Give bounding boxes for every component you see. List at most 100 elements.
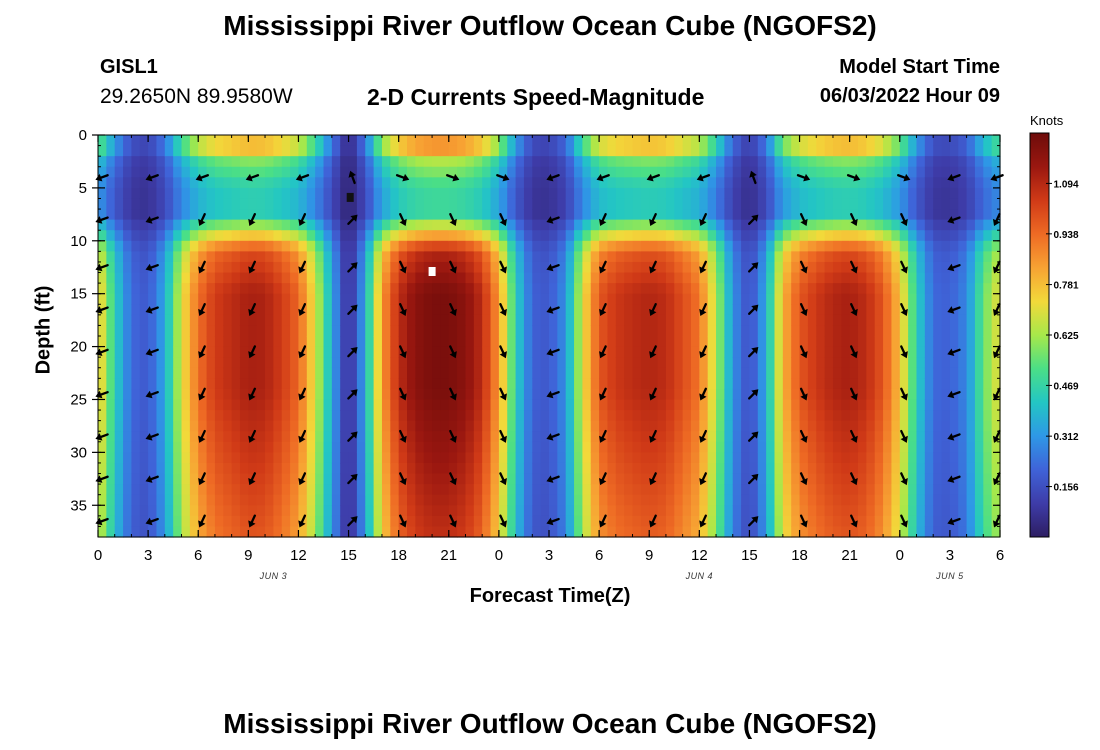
heatmap-cell xyxy=(757,410,767,422)
heatmap-cell xyxy=(148,505,158,517)
heatmap-cell xyxy=(657,399,667,411)
heatmap-cell xyxy=(490,484,500,496)
heatmap-cell xyxy=(423,251,433,263)
heatmap-cell xyxy=(916,283,926,295)
heatmap-cell xyxy=(640,399,650,411)
heatmap-cell xyxy=(707,283,717,295)
heatmap-cell xyxy=(148,378,158,390)
heatmap-cell xyxy=(164,219,174,231)
heatmap-cell xyxy=(189,325,199,337)
heatmap-cell xyxy=(306,251,316,263)
heatmap-cell xyxy=(974,410,984,422)
heatmap-cell xyxy=(565,473,575,485)
heatmap-cell xyxy=(440,441,450,453)
current-vector-arrow xyxy=(347,516,358,527)
heatmap-cell xyxy=(590,388,600,401)
current-vector-arrow xyxy=(699,387,707,401)
heatmap-cell xyxy=(281,177,291,189)
heatmap-cell xyxy=(924,505,934,517)
heatmap-cell xyxy=(724,198,734,210)
heatmap-cell xyxy=(432,431,442,443)
heatmap-cell xyxy=(565,187,575,200)
heatmap-cell xyxy=(356,441,366,453)
heatmap-cell xyxy=(198,441,208,453)
heatmap-cell xyxy=(298,462,308,475)
heatmap-cell xyxy=(657,410,667,422)
heatmap-cell xyxy=(574,515,584,528)
heatmap-cell xyxy=(173,367,183,379)
heatmap-cell xyxy=(256,145,266,157)
heatmap-cell xyxy=(465,293,475,305)
heatmap-cell xyxy=(248,462,258,475)
heatmap-cell xyxy=(674,156,684,168)
heatmap-cell xyxy=(883,452,893,464)
heatmap-cell xyxy=(465,304,475,316)
heatmap-cell xyxy=(356,452,366,464)
heatmap-cell xyxy=(315,251,325,263)
heatmap-cell xyxy=(131,526,141,538)
heatmap-cell xyxy=(532,145,542,157)
heatmap-cell xyxy=(624,230,634,242)
heatmap-cell xyxy=(340,314,350,327)
heatmap-cell xyxy=(599,441,609,453)
heatmap-cell xyxy=(966,526,976,538)
heatmap-cell xyxy=(991,135,1001,147)
heatmap-cell xyxy=(582,314,592,327)
heatmap-cell xyxy=(624,219,634,231)
heatmap-cell xyxy=(782,420,792,432)
heatmap-cell xyxy=(832,166,842,178)
heatmap-cell xyxy=(164,494,174,506)
heatmap-cell xyxy=(390,367,400,379)
heatmap-cell xyxy=(206,251,216,263)
heatmap-cell xyxy=(239,462,249,475)
heatmap-cell xyxy=(649,198,659,210)
heatmap-cell xyxy=(415,156,425,168)
heatmap-cell xyxy=(281,336,291,348)
heatmap-cell xyxy=(649,494,659,506)
heatmap-cell xyxy=(841,462,851,475)
heatmap-cell xyxy=(290,135,300,147)
heatmap-cell xyxy=(482,462,492,475)
current-vector-arrow xyxy=(900,429,908,443)
heatmap-cell xyxy=(983,378,993,390)
heatmap-cell xyxy=(106,156,116,168)
heatmap-cell xyxy=(231,367,241,379)
heatmap-cell xyxy=(983,494,993,506)
heatmap-cell xyxy=(590,187,600,200)
heatmap-cell xyxy=(373,484,383,496)
heatmap-cell xyxy=(574,293,584,305)
heatmap-cell xyxy=(381,388,391,401)
heatmap-cell xyxy=(632,494,642,506)
heatmap-cell xyxy=(941,325,951,337)
heatmap-cell xyxy=(899,166,909,178)
heatmap-cell xyxy=(390,336,400,348)
heatmap-cell xyxy=(774,261,784,274)
heatmap-cell xyxy=(557,399,567,411)
heatmap-cell xyxy=(899,293,909,305)
heatmap-cell xyxy=(223,431,233,443)
heatmap-cell xyxy=(941,431,951,443)
heatmap-cell xyxy=(164,473,174,485)
heatmap-cell xyxy=(916,346,926,358)
heatmap-cell xyxy=(874,187,884,200)
heatmap-cell xyxy=(866,452,876,464)
heatmap-cell xyxy=(782,526,792,538)
heatmap-cell xyxy=(640,187,650,200)
heatmap-cell xyxy=(958,230,968,242)
heatmap-cell xyxy=(707,209,717,221)
x-tick-label: 0 xyxy=(94,547,102,564)
heatmap-cell xyxy=(532,526,542,538)
heatmap-cell xyxy=(423,367,433,379)
heatmap-cell xyxy=(356,135,366,147)
heatmap-cell xyxy=(774,293,784,305)
heatmap-cell xyxy=(123,388,133,401)
heatmap-cell xyxy=(298,145,308,157)
heatmap-cell xyxy=(974,494,984,506)
heatmap-cell xyxy=(306,336,316,348)
heatmap-cell xyxy=(582,473,592,485)
heatmap-cell xyxy=(290,388,300,401)
heatmap-cell xyxy=(649,367,659,379)
heatmap-cell xyxy=(732,166,742,178)
heatmap-cell xyxy=(891,505,901,517)
heatmap-cell xyxy=(415,515,425,528)
